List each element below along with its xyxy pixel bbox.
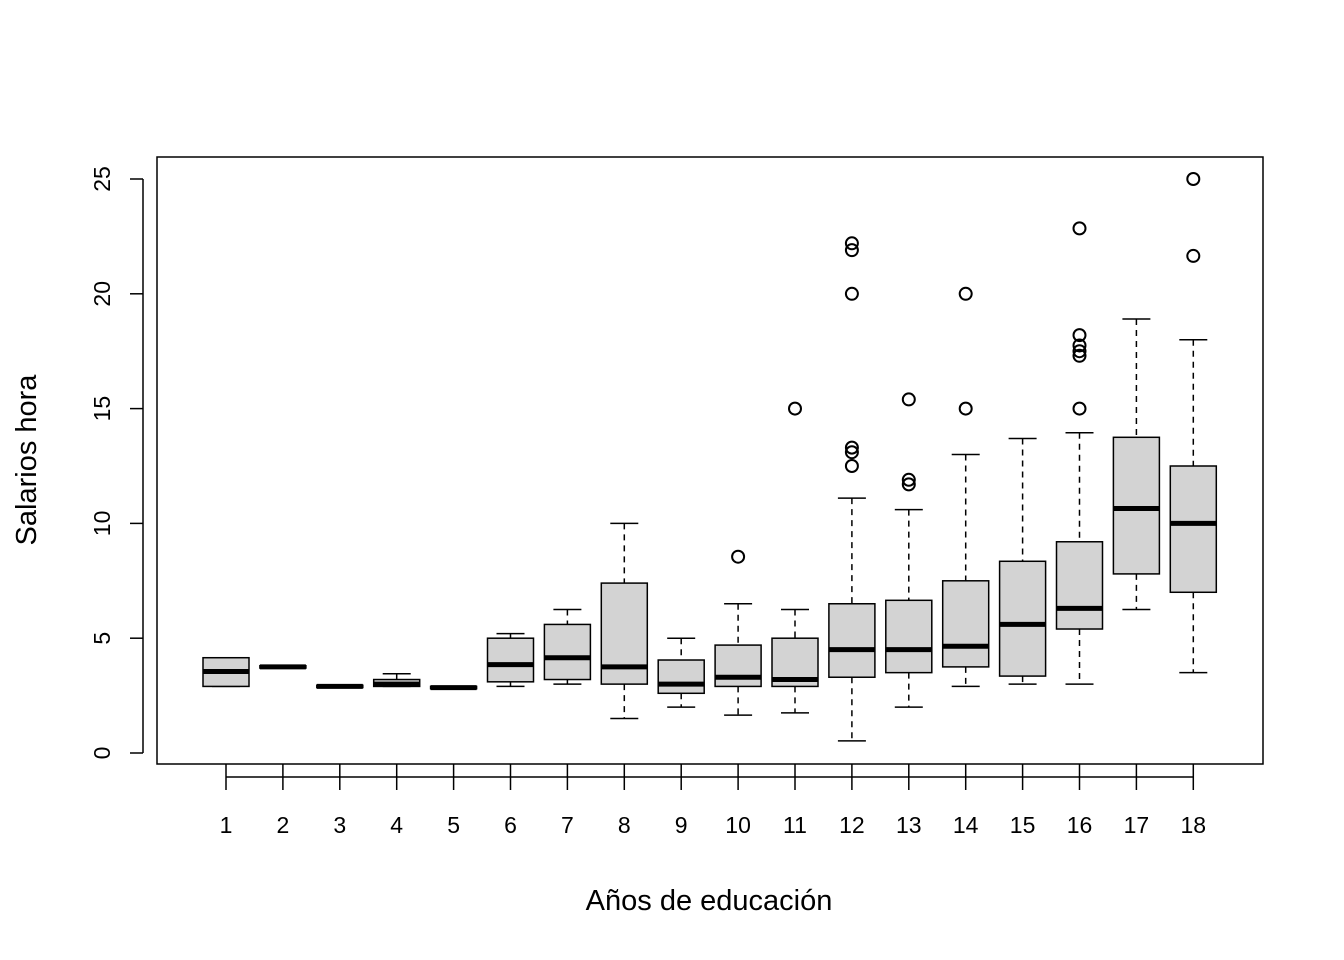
box-iqr xyxy=(714,644,762,688)
outlier-point xyxy=(844,243,859,258)
outlier-point xyxy=(901,477,916,492)
box-6 xyxy=(486,632,535,688)
y-tick-label-5: 5 xyxy=(89,632,115,645)
x-tick-label-14: 14 xyxy=(953,812,979,838)
outlier-point xyxy=(1072,348,1087,363)
x-axis-label: Años de educación xyxy=(586,885,833,917)
x-tick-label-2: 2 xyxy=(277,812,290,838)
x-tick-label-4: 4 xyxy=(390,812,403,838)
y-tick-label-25: 25 xyxy=(89,166,115,192)
box-5 xyxy=(429,685,478,691)
box-iqr xyxy=(543,623,592,681)
y-tick-label-20: 20 xyxy=(89,281,115,307)
box-14 xyxy=(941,286,990,688)
outlier-point xyxy=(1072,338,1087,353)
outlier-point xyxy=(731,549,746,564)
outlier-point xyxy=(958,401,973,416)
box-iqr xyxy=(941,580,990,668)
outlier-point xyxy=(1072,221,1087,236)
outlier-point xyxy=(901,472,916,487)
x-tick-label-10: 10 xyxy=(725,812,751,838)
outlier-point xyxy=(1072,328,1087,343)
x-tick-label-11: 11 xyxy=(783,812,807,838)
y-axis-label: Salarios hora xyxy=(11,374,43,546)
outlier-point xyxy=(844,440,859,455)
outlier-point xyxy=(1072,401,1087,416)
box-7 xyxy=(543,608,592,685)
x-tick-label-9: 9 xyxy=(675,812,688,838)
box-16 xyxy=(1055,221,1104,685)
x-tick-label-7: 7 xyxy=(561,812,574,838)
box-8 xyxy=(600,522,649,720)
outlier-point xyxy=(958,286,973,301)
outlier-point xyxy=(844,445,859,460)
x-tick-label-17: 17 xyxy=(1124,812,1150,838)
box-iqr xyxy=(998,560,1047,677)
y-tick-label-15: 15 xyxy=(89,396,115,422)
box-11 xyxy=(771,401,819,714)
outlier-point xyxy=(1072,344,1087,359)
x-tick-label-3: 3 xyxy=(333,812,346,838)
x-tick-label-12: 12 xyxy=(839,812,865,838)
x-axis: 1 2 3 4 5 6 7 8 9 10 11 12 13 14 15 16 17 18 xyxy=(220,764,1206,838)
box-iqr xyxy=(486,637,535,683)
box-2 xyxy=(259,664,307,670)
outlier-point xyxy=(1186,248,1201,263)
y-tick-label-0: 0 xyxy=(89,747,115,760)
box-iqr xyxy=(1112,436,1161,575)
box-iqr xyxy=(1169,465,1218,594)
outlier-point xyxy=(788,401,802,416)
plot-frame xyxy=(156,156,1264,765)
box-4 xyxy=(372,673,421,688)
box-18 xyxy=(1169,172,1218,674)
box-10 xyxy=(714,549,762,716)
box-15 xyxy=(998,437,1047,685)
box-12 xyxy=(828,236,876,742)
y-tick-label-10: 10 xyxy=(89,511,115,537)
outlier-point xyxy=(844,236,859,251)
x-tick-label-8: 8 xyxy=(618,812,631,838)
outlier-point xyxy=(901,392,916,407)
box-13 xyxy=(885,392,933,708)
box-iqr xyxy=(657,659,705,695)
box-iqr xyxy=(885,599,933,674)
box-3 xyxy=(316,683,364,689)
boxes-layer xyxy=(202,172,1218,742)
box-9 xyxy=(657,637,705,708)
x-tick-label-6: 6 xyxy=(504,812,517,838)
y-axis: 0 5 10 15 20 25 xyxy=(89,166,144,760)
x-tick-label-5: 5 xyxy=(447,812,460,838)
x-tick-label-13: 13 xyxy=(896,812,922,838)
x-tick-label-18: 18 xyxy=(1181,812,1207,838)
outlier-point xyxy=(1186,172,1201,186)
outlier-point xyxy=(844,459,859,473)
box-17 xyxy=(1112,318,1161,611)
x-tick-label-16: 16 xyxy=(1067,812,1093,838)
box-iqr xyxy=(828,603,876,678)
box-1 xyxy=(202,656,250,688)
outlier-point xyxy=(844,286,859,301)
x-tick-label-1: 1 xyxy=(220,812,233,838)
x-tick-label-15: 15 xyxy=(1010,812,1036,838)
box-iqr xyxy=(1055,541,1104,630)
